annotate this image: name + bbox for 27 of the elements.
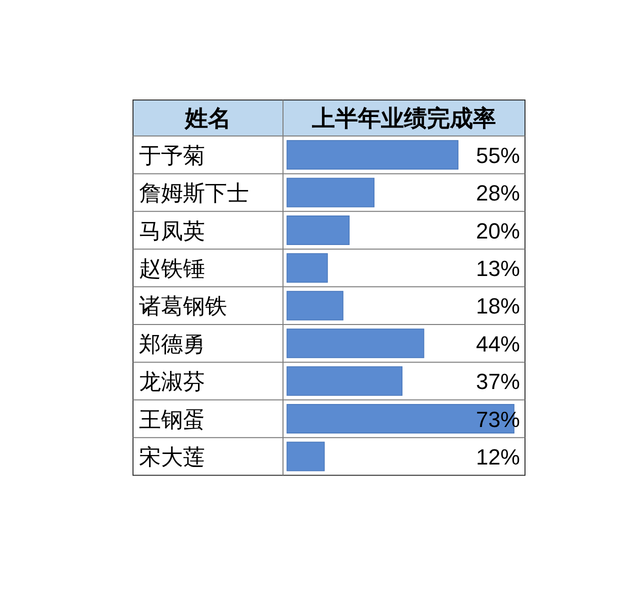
bar [286,328,424,358]
data-label: 18% [476,294,520,319]
y-tick-label: 宋大莲 [139,444,205,470]
data-label: 55% [476,142,520,168]
data-label: 20% [476,218,520,244]
bar [286,140,458,170]
y-tick-label: 龙淑芬 [139,369,205,394]
bar [286,253,328,283]
y-tick-label: 马凤英 [139,218,205,244]
y-tick-label: 于予菊 [139,142,205,168]
y-tick-label: 王钢蛋 [139,406,205,432]
bar [286,290,344,320]
y-tick-label: 诸葛钢铁 [139,294,227,319]
bar [286,442,325,472]
data-label: 28% [476,180,520,206]
y-tick-label: 赵铁锤 [139,256,205,281]
bar [286,216,350,245]
y-tick-label: 郑德勇 [139,331,205,356]
x-axis-title: 上半年业绩完成率 [311,105,496,131]
data-label: 12% [476,444,520,470]
y-axis-title: 姓名 [184,105,231,131]
bar [286,178,374,208]
data-label: 44% [476,331,520,356]
y-tick-label: 詹姆斯下士 [139,180,249,206]
data-label: 13% [476,256,520,281]
data-label: 37% [476,369,520,394]
bar [286,366,402,396]
